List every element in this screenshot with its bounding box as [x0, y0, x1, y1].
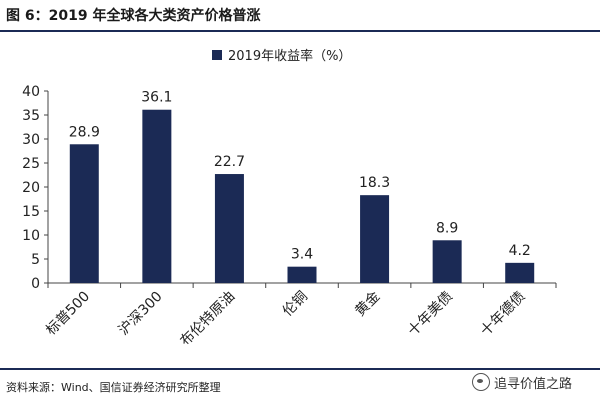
bar-chart: 0 5 10 15 20 25 30 35 40 28.9 标普500 36.1 沪深300 22.7 布伦… — [22, 48, 557, 350]
legend-swatch — [212, 50, 222, 60]
watermark-text: 追寻价值之路 — [494, 376, 573, 392]
legend-label: 2019年收益率（%） — [228, 48, 351, 64]
title-divider — [0, 30, 600, 32]
data-label: 8.9 — [436, 220, 458, 236]
bar — [360, 195, 390, 283]
category-label: 沪深300 — [116, 289, 166, 339]
bar — [505, 262, 535, 283]
data-label: 36.1 — [141, 90, 172, 106]
category-label: 布伦特原油 — [177, 289, 238, 350]
category-label: 伦铜 — [280, 289, 311, 320]
bar — [69, 144, 99, 283]
y-tick-label: 0 — [31, 276, 40, 292]
bar — [287, 266, 317, 283]
wechat-icon — [472, 373, 490, 391]
y-tick-label: 40 — [22, 84, 40, 100]
source-note: 资料来源：Wind、国信证券经济研究所整理 — [6, 381, 221, 394]
footer-divider — [0, 368, 600, 370]
bar — [214, 174, 244, 283]
y-tick-label: 10 — [22, 228, 40, 244]
category-label: 十年美债 — [405, 289, 456, 340]
y-tick-label: 15 — [22, 204, 40, 220]
data-label: 18.3 — [359, 175, 390, 191]
y-tick-label: 20 — [22, 180, 40, 196]
category-label: 黄金 — [352, 288, 384, 320]
watermark: 追寻价值之路 — [472, 370, 572, 394]
data-label: 3.4 — [291, 247, 313, 263]
data-label: 22.7 — [214, 154, 245, 170]
bar — [142, 109, 172, 283]
chart-title: 图 6：2019 年全球各大类资产价格普涨 — [6, 8, 261, 24]
category-label: 十年德债 — [478, 289, 529, 340]
y-tick-label: 5 — [31, 252, 40, 268]
title-bar: 图 6：2019 年全球各大类资产价格普涨 — [0, 0, 600, 28]
bar — [432, 240, 462, 283]
y-tick-label: 30 — [22, 132, 40, 148]
data-label: 4.2 — [509, 243, 531, 259]
y-tick-label: 35 — [22, 108, 40, 124]
y-tick-label: 25 — [22, 156, 40, 172]
category-label: 标普500 — [43, 289, 93, 339]
data-label: 28.9 — [69, 124, 100, 140]
